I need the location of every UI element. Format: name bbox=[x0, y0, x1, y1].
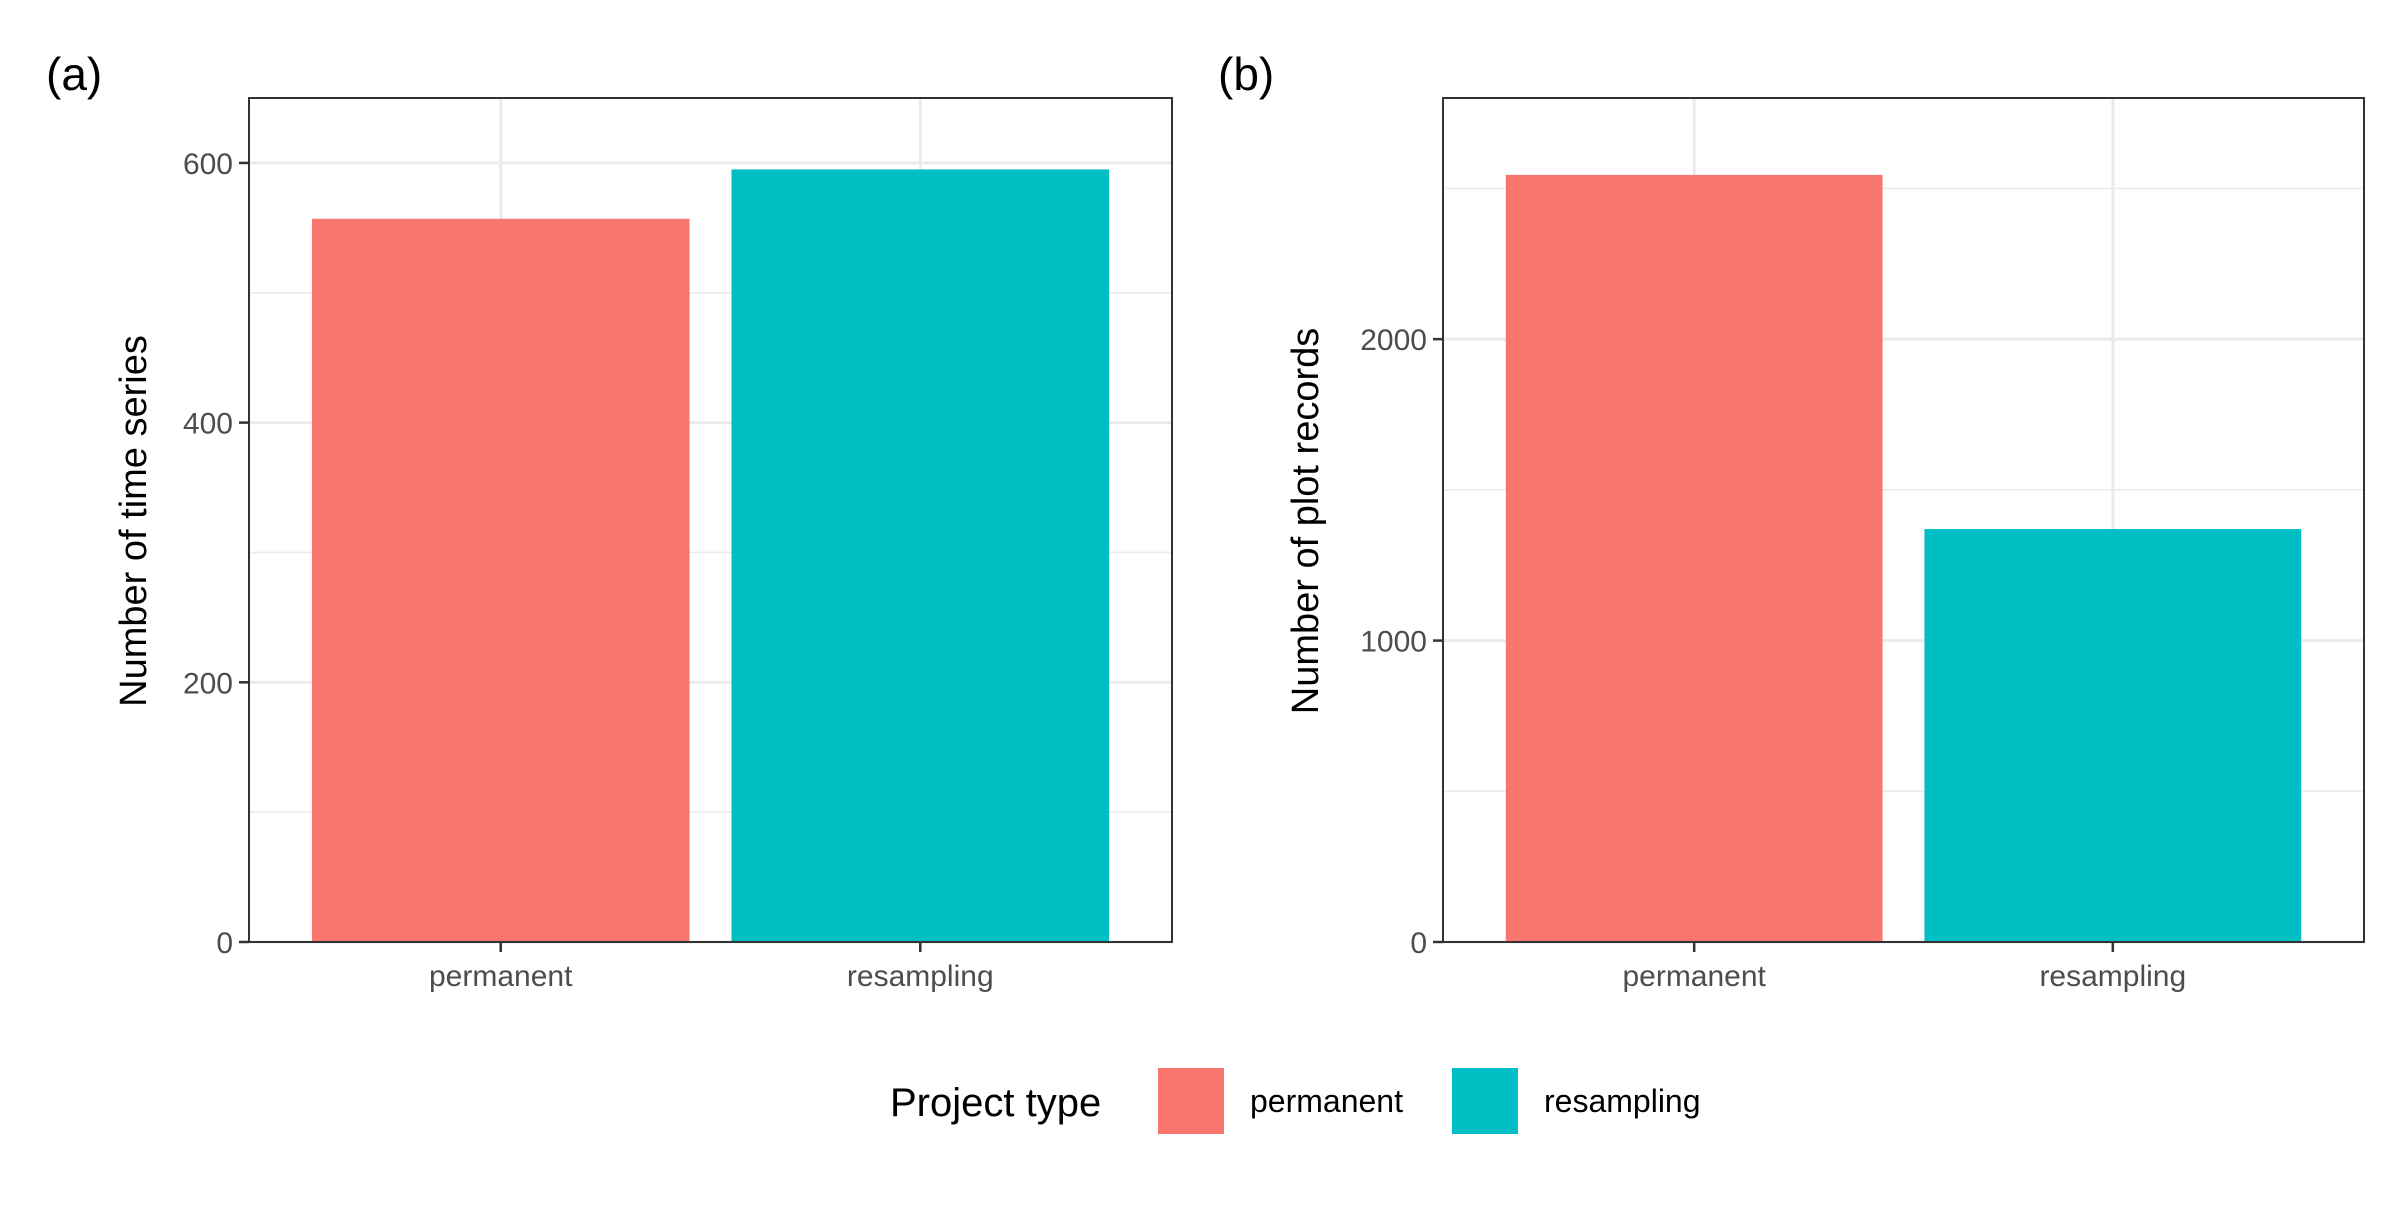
legend-label-resampling: resampling bbox=[1544, 1083, 1701, 1119]
panel-a-y-tick-label: 600 bbox=[183, 148, 233, 181]
legend-swatch-resampling bbox=[1452, 1068, 1518, 1134]
panel-b-y-axis-title: Number of plot records bbox=[1285, 328, 1327, 715]
panel-a-y-tick-label: 200 bbox=[183, 667, 233, 700]
panel-b: 0 1000 2000 permanent resampling (b) Number … bbox=[1218, 48, 2365, 993]
panel-b-y-tick-label: 0 bbox=[1410, 927, 1427, 960]
panel-b-bar-resampling bbox=[1924, 529, 2302, 942]
panel-b-x-tick-label-permanent: permanent bbox=[1622, 960, 1766, 993]
panel-a: 0 200 400 600 permanent resampling (a) Number… bbox=[46, 48, 1173, 993]
panel-a-x-tick-label-permanent: permanent bbox=[429, 960, 573, 993]
panel-b-tag: (b) bbox=[1218, 48, 1274, 100]
panel-b-bar-permanent bbox=[1505, 174, 1883, 943]
panel-a-y-tick-label: 400 bbox=[183, 408, 233, 441]
panel-a-tag: (a) bbox=[46, 48, 102, 100]
legend-label-permanent: permanent bbox=[1250, 1083, 1403, 1119]
legend-swatch-permanent bbox=[1158, 1068, 1224, 1134]
panel-a-border bbox=[248, 97, 1173, 943]
panel-b-x-tick-label-resampling: resampling bbox=[2039, 960, 2186, 993]
panel-a-x-tick-label-resampling: resampling bbox=[847, 960, 994, 993]
panel-a-y-tick-label: 0 bbox=[216, 927, 233, 960]
panel-a-bar-resampling bbox=[731, 169, 1110, 942]
panel-b-y-tick-label: 1000 bbox=[1360, 626, 1427, 659]
legend: Project type permanent resampling bbox=[890, 1068, 1701, 1134]
panel-b-plot-area: 0 1000 2000 permanent resampling bbox=[1360, 97, 2365, 993]
panel-a-plot-area: 0 200 400 600 permanent resampling bbox=[183, 97, 1173, 993]
panel-a-y-axis-title: Number of time series bbox=[113, 335, 155, 707]
legend-title: Project type bbox=[890, 1081, 1101, 1125]
panel-b-y-tick-label: 2000 bbox=[1360, 324, 1427, 357]
panel-a-bar-permanent bbox=[311, 218, 690, 942]
panel-b-border bbox=[1442, 97, 2365, 943]
